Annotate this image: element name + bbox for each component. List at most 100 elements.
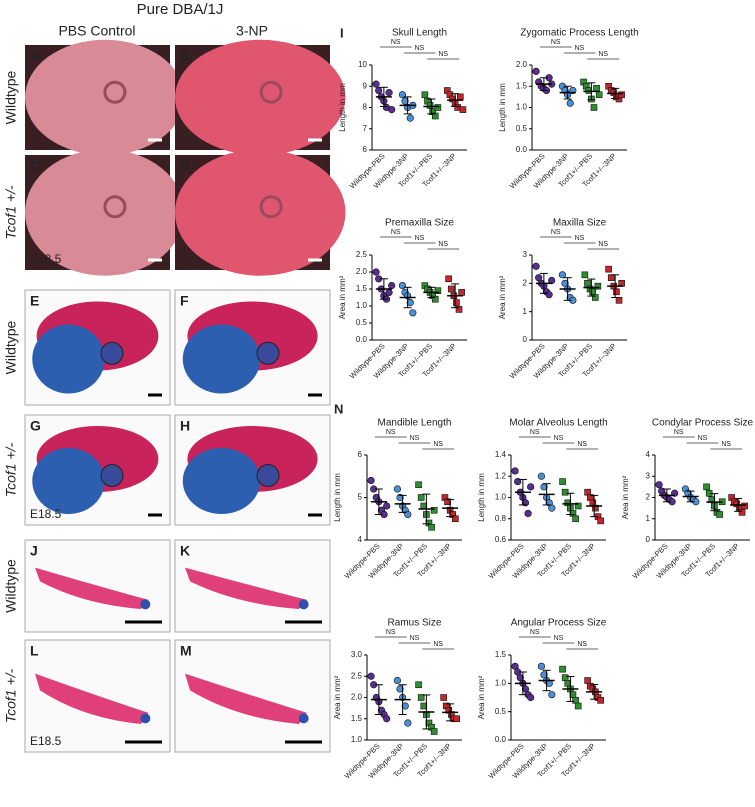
mandible-bone	[35, 673, 149, 724]
data-point	[385, 288, 393, 297]
data-point	[434, 104, 442, 111]
data-point	[561, 674, 569, 681]
y-axis-label: Length in mm	[333, 473, 342, 522]
photo-panel: H	[174, 414, 331, 526]
data-point	[548, 504, 556, 512]
stage-label: E18.5	[30, 734, 62, 748]
data-point	[605, 265, 612, 273]
comparison-label: NS	[530, 429, 540, 436]
y-tick-label: 1.0	[351, 735, 363, 744]
data-point	[415, 681, 422, 689]
y-tick-label: 1.2	[495, 471, 507, 480]
data-point	[459, 106, 467, 113]
comparison-label: NS	[438, 241, 448, 248]
data-point	[401, 702, 409, 710]
comparison-label: NS	[598, 51, 608, 58]
embryo-head	[175, 39, 346, 156]
y-tick-label: 0	[646, 535, 651, 544]
y-tick-label: 5	[358, 493, 363, 502]
embryo-eye	[103, 195, 127, 219]
data-point	[584, 677, 591, 684]
panel-letter: E	[30, 293, 39, 309]
comparison-label: NS	[598, 241, 608, 248]
photo-panel: D	[175, 149, 346, 276]
section-label: N	[334, 401, 343, 416]
mandible-cartilage	[298, 599, 309, 610]
data-point	[524, 509, 532, 518]
comparison-label: NS	[575, 45, 585, 52]
embryo-eye	[259, 80, 283, 104]
chart-title: Angular Process Size	[511, 618, 607, 629]
data-point	[592, 504, 599, 512]
panel-letter: J	[30, 543, 38, 559]
data-point	[388, 106, 396, 114]
y-axis-label: Area in mm²	[477, 675, 486, 719]
chart-title: Ramus Size	[388, 618, 442, 629]
data-point	[559, 478, 566, 485]
y-axis-label: Area in mm²	[621, 475, 630, 519]
data-point	[372, 268, 380, 276]
chart-title: Skull Length	[392, 28, 447, 39]
data-point	[559, 665, 566, 673]
data-point	[393, 676, 402, 685]
data-point	[716, 511, 723, 518]
chart-title: Premaxilla Size	[385, 218, 454, 229]
data-point	[655, 481, 663, 489]
data-point	[385, 89, 393, 97]
data-point	[532, 262, 540, 270]
y-tick-label: 0.5	[495, 707, 507, 716]
data-point	[572, 697, 579, 704]
y-tick-label: 0.6	[495, 535, 507, 544]
data-point	[589, 288, 596, 296]
data-point	[406, 114, 414, 122]
data-point	[440, 694, 447, 701]
comparison-label: NS	[577, 641, 587, 648]
y-axis-label: Area in mm²	[338, 275, 347, 319]
data-point	[532, 67, 540, 75]
y-tick-label: 3	[523, 250, 528, 259]
y-tick-label: 1.0	[516, 103, 528, 112]
data-point	[561, 488, 569, 496]
comparison-label: NS	[433, 441, 443, 448]
photo-panel: F	[174, 289, 331, 406]
figure-title: Pure DBA/1J	[137, 1, 224, 18]
y-tick-label: 3	[646, 471, 651, 480]
y-tick-label: 4	[358, 535, 363, 544]
photo-panel: L	[24, 639, 171, 753]
data-point	[618, 91, 625, 99]
y-tick-label: 4	[646, 450, 651, 459]
embryo-head	[175, 149, 346, 276]
data-point	[388, 282, 396, 290]
y-tick-label: 1.0	[495, 678, 507, 687]
data-point	[375, 86, 383, 95]
data-point	[398, 282, 407, 290]
data-point	[417, 494, 425, 501]
y-tick-label: 3.0	[351, 650, 363, 659]
y-axis-label: Length in mm	[498, 83, 507, 132]
y-tick-label: 2	[523, 278, 528, 287]
chart-title: Molar Alveolus Length	[509, 418, 607, 429]
y-tick-label: 8	[363, 103, 368, 112]
comparison-label: NS	[415, 235, 425, 242]
y-tick-label: 2.5	[351, 671, 363, 680]
y-tick-label: 0.8	[495, 514, 507, 523]
data-point	[741, 502, 748, 510]
data-point	[574, 702, 582, 710]
mandible-bone	[35, 567, 149, 609]
data-point	[527, 693, 535, 702]
y-tick-label: 1.5	[356, 284, 368, 293]
data-point	[548, 691, 556, 699]
photo-panel: K	[174, 539, 331, 633]
y-tick-label: 6	[363, 145, 368, 154]
panel-letter: K	[180, 543, 190, 559]
chart-title: Maxilla Size	[553, 218, 607, 229]
data-point	[417, 694, 425, 701]
mandible-cartilage	[140, 599, 151, 610]
data-point	[455, 306, 463, 313]
data-point	[597, 517, 604, 525]
data-point	[591, 294, 599, 301]
row-label: Wildtype	[3, 70, 19, 124]
photo-panel: G	[24, 414, 171, 526]
stage-label: E18.5	[30, 252, 62, 266]
y-tick-label: 1	[523, 307, 528, 316]
